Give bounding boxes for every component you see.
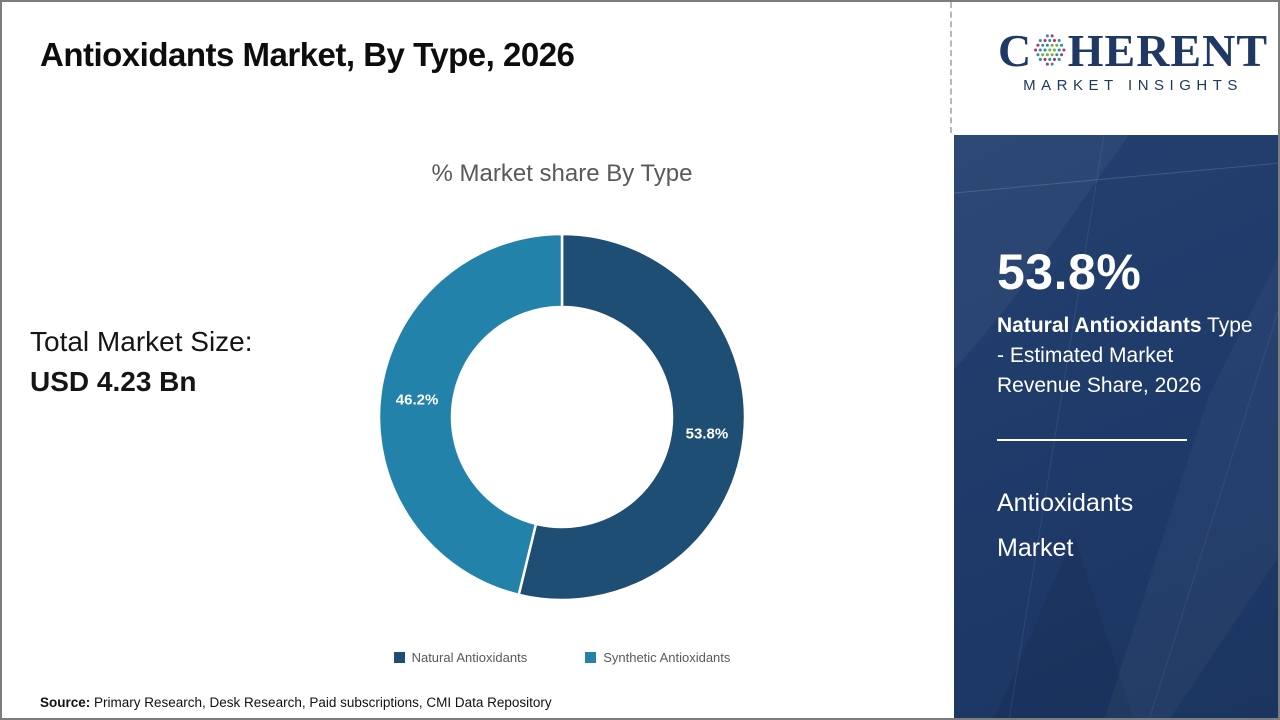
panel-description: Natural Antioxidants Type - Estimated Ma… xyxy=(997,311,1259,401)
brand-logo: C HERENT MARKET INSIGHTS xyxy=(998,28,1268,95)
total-market-size-value: USD 4.23 Bn xyxy=(30,366,197,397)
logo-text-suffix: HERENT xyxy=(1067,25,1268,76)
slice-label-0: 53.8% xyxy=(685,425,729,443)
source-label: Source: xyxy=(40,695,91,710)
panel-content: 53.8% Natural Antioxidants Type - Estima… xyxy=(954,135,1278,571)
legend-marker-natural xyxy=(393,652,405,663)
donut-chart-svg xyxy=(377,232,747,602)
chart-legend: Natural Antioxidants Synthetic Antioxida… xyxy=(162,650,962,665)
legend-item-synthetic: Synthetic Antioxidants xyxy=(585,650,730,665)
total-market-size-label: Total Market Size: xyxy=(30,326,253,357)
donut-chart: 53.8% 46.2% xyxy=(372,227,752,607)
header-divider xyxy=(950,2,952,133)
panel-divider xyxy=(997,439,1187,441)
brand-logo-word: C HERENT xyxy=(998,28,1268,74)
donut-slice-0 xyxy=(517,232,747,602)
donut-slice-1 xyxy=(377,232,564,597)
panel-headline: 53.8% xyxy=(997,244,1142,300)
source-text: Primary Research, Desk Research, Paid su… xyxy=(90,695,552,710)
globe-icon xyxy=(1034,34,1066,66)
slice-label-1: 46.2% xyxy=(395,391,439,409)
legend-label-natural: Natural Antioxidants xyxy=(411,650,528,665)
page-title: Antioxidants Market, By Type, 2026 xyxy=(40,36,575,73)
brand-logo-subtitle: MARKET INSIGHTS xyxy=(1023,77,1243,94)
source-line: Source: Primary Research, Desk Research,… xyxy=(40,695,552,710)
legend-marker-synthetic xyxy=(585,652,597,663)
legend-item-natural: Natural Antioxidants xyxy=(393,650,528,665)
highlight-panel: 53.8% Natural Antioxidants Type - Estima… xyxy=(954,135,1278,718)
total-market-size-block: Total Market Size: USD 4.23 Bn xyxy=(30,326,253,398)
panel-description-bold: Natural Antioxidants xyxy=(997,314,1202,337)
panel-footer-title: Antioxidants Market xyxy=(997,489,1134,562)
panel-texture xyxy=(954,135,1278,718)
legend-label-synthetic: Synthetic Antioxidants xyxy=(603,650,731,665)
chart-title: % Market share By Type xyxy=(431,160,693,187)
panel-description-rest: Type - Estimated Market Revenue Share, 2… xyxy=(997,314,1253,397)
logo-text-prefix: C xyxy=(998,25,1033,76)
